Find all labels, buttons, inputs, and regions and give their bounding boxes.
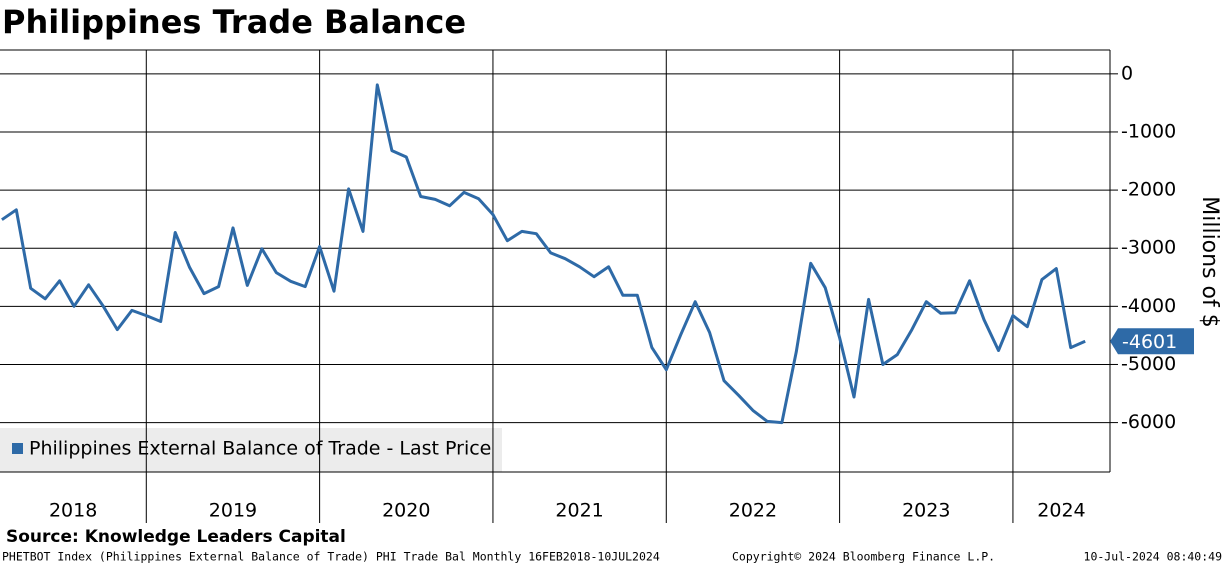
legend-swatch <box>12 443 23 454</box>
y-tick-label: -5000 <box>1121 353 1176 375</box>
x-tick-label: 2020 <box>382 500 430 522</box>
x-tick-label: 2024 <box>1037 500 1085 522</box>
y-tick-label: -3000 <box>1121 237 1176 259</box>
y-axis-label: Millions of $ <box>1197 196 1222 327</box>
data-line <box>1 83 1086 425</box>
x-tick-label: 2023 <box>902 500 950 522</box>
footer-right: 10-Jul-2024 08:40:49 <box>1084 550 1223 564</box>
last-value-label: -4601 <box>1122 331 1177 353</box>
y-tick-label: -4000 <box>1121 295 1176 317</box>
footer-left: PHETBOT Index (Philippines External Bala… <box>2 550 660 564</box>
footer-center: Copyright© 2024 Bloomberg Finance L.P. <box>732 550 995 564</box>
y-tick-label: -1000 <box>1121 120 1176 142</box>
x-tick-label: 2018 <box>49 500 97 522</box>
x-tick-label: 2019 <box>209 500 257 522</box>
y-tick-label: -6000 <box>1121 411 1176 433</box>
last-value-box <box>1110 328 1194 355</box>
y-tick-label: -2000 <box>1121 179 1176 201</box>
y-tick-label: 0 <box>1121 62 1133 84</box>
source: Source: Knowledge Leaders Capital <box>6 527 346 547</box>
x-tick-label: 2021 <box>555 500 603 522</box>
x-tick-label: 2022 <box>729 500 777 522</box>
legend-label: Philippines External Balance of Trade - … <box>29 438 491 460</box>
chart-title: Philippines Trade Balance <box>2 3 466 41</box>
legend-box <box>0 428 502 472</box>
